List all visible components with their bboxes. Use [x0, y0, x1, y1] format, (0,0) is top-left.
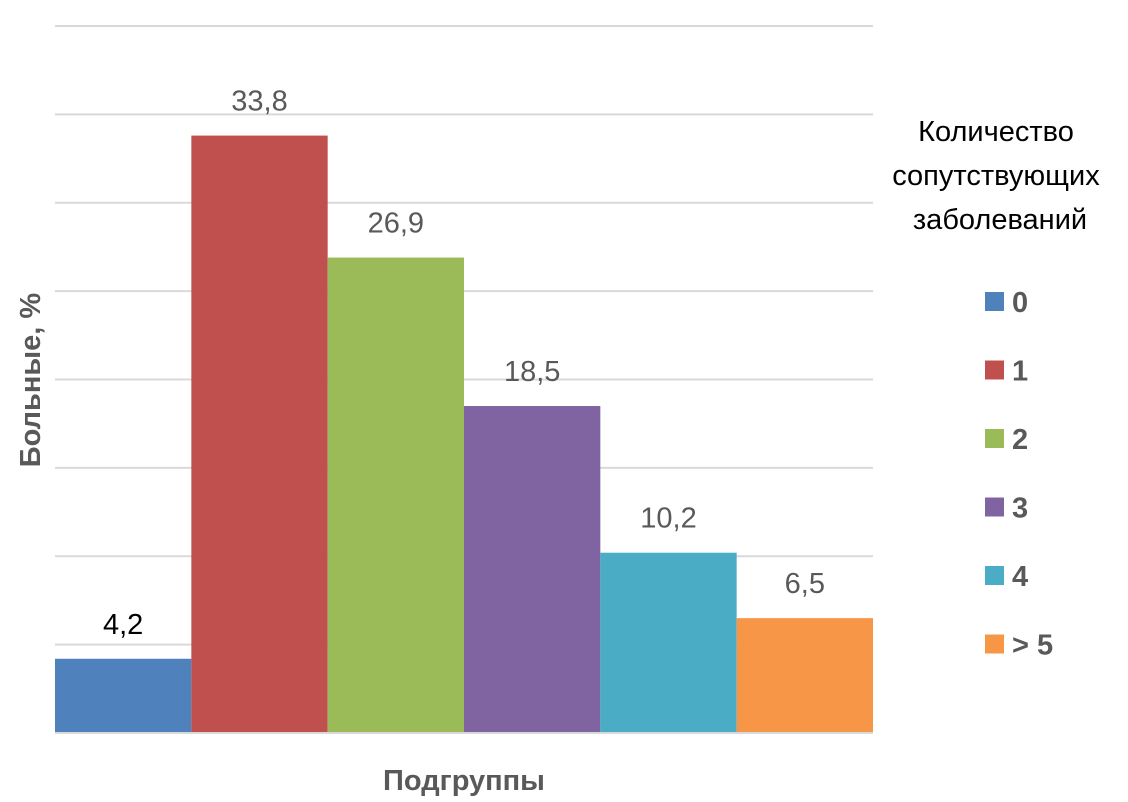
- legend-swatch: [985, 429, 1004, 448]
- bar: [600, 552, 737, 733]
- legend: Количество сопутствующих заболеваний 0 1 2…: [892, 116, 1108, 662]
- bars: [55, 135, 873, 733]
- bar: [55, 658, 192, 733]
- legend-swatch: [985, 497, 1004, 517]
- legend-items: 0 1 2 3 4 > 5: [985, 287, 1053, 662]
- data-labels: 4,2 33,8 26,9 18,5 10,2 6,5: [103, 86, 825, 641]
- legend-title-line: заболеваний: [913, 204, 1087, 236]
- bar: [464, 406, 601, 733]
- legend-label: 3: [1012, 493, 1028, 525]
- legend-swatch: [985, 360, 1004, 380]
- x-axis-title: Подгруппы: [383, 765, 545, 797]
- y-axis-title: Больные, %: [15, 293, 47, 468]
- legend-label: 2: [1012, 424, 1028, 456]
- data-label: 18,5: [504, 356, 560, 388]
- legend-label: 4: [1012, 561, 1028, 593]
- data-label: 4,2: [103, 609, 143, 641]
- legend-swatch: [985, 634, 1004, 654]
- legend-label: 1: [1012, 356, 1028, 388]
- legend-title-line: сопутствующих: [892, 160, 1100, 192]
- bar: [327, 257, 464, 733]
- legend-title: Количество сопутствующих заболеваний: [892, 116, 1108, 236]
- legend-title-line: Количество: [918, 116, 1074, 148]
- legend-label: 0: [1012, 287, 1028, 319]
- bar: [736, 618, 873, 733]
- data-label: 10,2: [640, 503, 696, 535]
- legend-swatch: [985, 566, 1004, 585]
- data-label: 6,5: [785, 568, 825, 600]
- legend-swatch: [985, 292, 1004, 311]
- legend-label: > 5: [1012, 630, 1053, 662]
- bar: [191, 135, 328, 733]
- data-label: 33,8: [231, 86, 287, 118]
- data-label: 26,9: [368, 208, 424, 240]
